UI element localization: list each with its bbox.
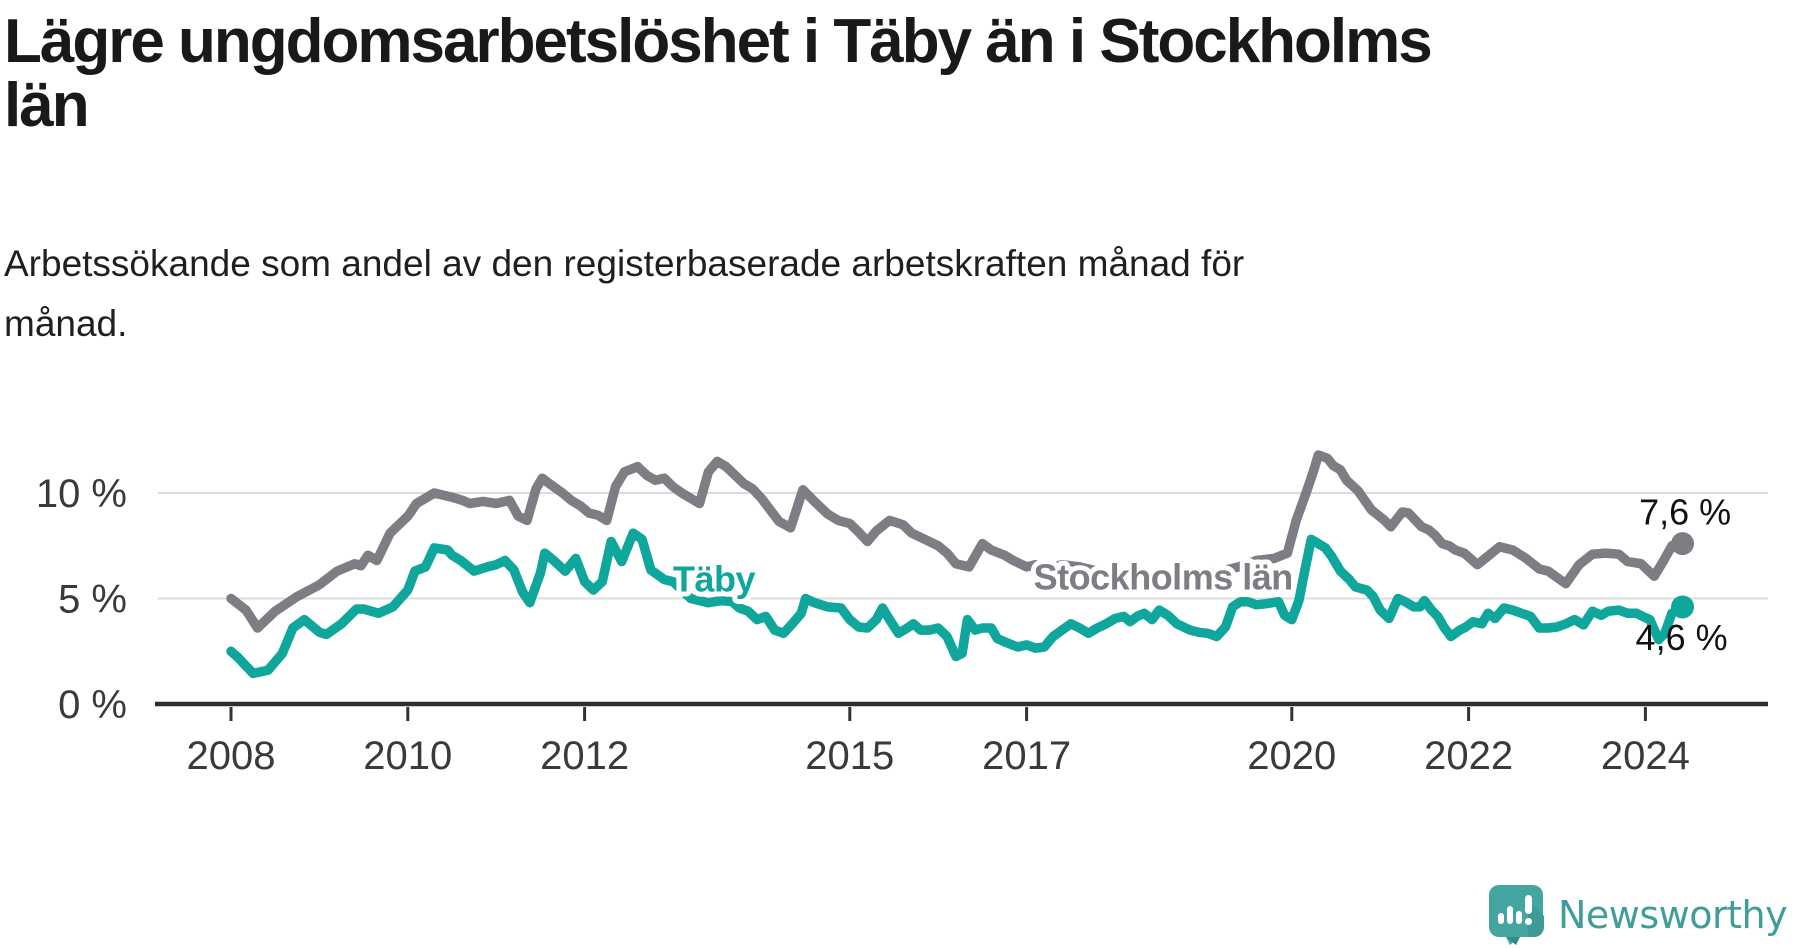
y-axis-label-10-percent: 10 % [36,472,127,516]
x-axis-tick-label-2012: 2012 [540,734,629,778]
newsworthy-logo: Newsworthy [1488,884,1788,945]
end-dot-stockholms-l-n [1671,532,1695,556]
y-axis-label-5-percent: 5 % [58,578,127,622]
chart-subtitle-line-1: Arbetssökande som andel av den registerb… [4,243,1245,284]
series-label-stockholms-l-n: Stockholms län [1034,557,1293,598]
series-line-t-by [226,528,1688,679]
series-line-stockholms-l-n [226,450,1688,633]
series-label-t-by: Täby [673,559,756,600]
x-axis-tick-label-2017: 2017 [982,734,1071,778]
newsworthy-speech-bubble-icon [1489,885,1544,945]
x-axis-tick-label-2015: 2015 [805,734,894,778]
chart-subtitle-line-2: månad. [4,303,128,344]
page-title-line-2: län [4,71,90,140]
page-title-line-1: Lägre ungdomsarbetslöshet i Täby än i St… [4,7,1433,76]
newsworthy-logo-text: Newsworthy [1558,892,1788,937]
x-axis-tick-label-2022: 2022 [1424,734,1513,778]
x-axis-tick-label-2010: 2010 [363,734,452,778]
end-dot-t-by [1671,595,1695,619]
chart-subtitle: Arbetssökande som andel av den registerb… [4,234,1244,354]
x-axis-tick-label-2008: 2008 [187,734,276,778]
value-label-t-by: 4,6 % [1636,617,1728,658]
value-label-stockholms-l-n: 7,6 % [1639,492,1731,533]
y-axis-label-0-percent: 0 % [58,683,127,727]
page-title: Lägre ungdomsarbetslöshet i Täby än i St… [4,7,1433,140]
x-axis-tick-label-2020: 2020 [1247,734,1336,778]
x-axis-tick-label-2024: 2024 [1601,734,1690,778]
